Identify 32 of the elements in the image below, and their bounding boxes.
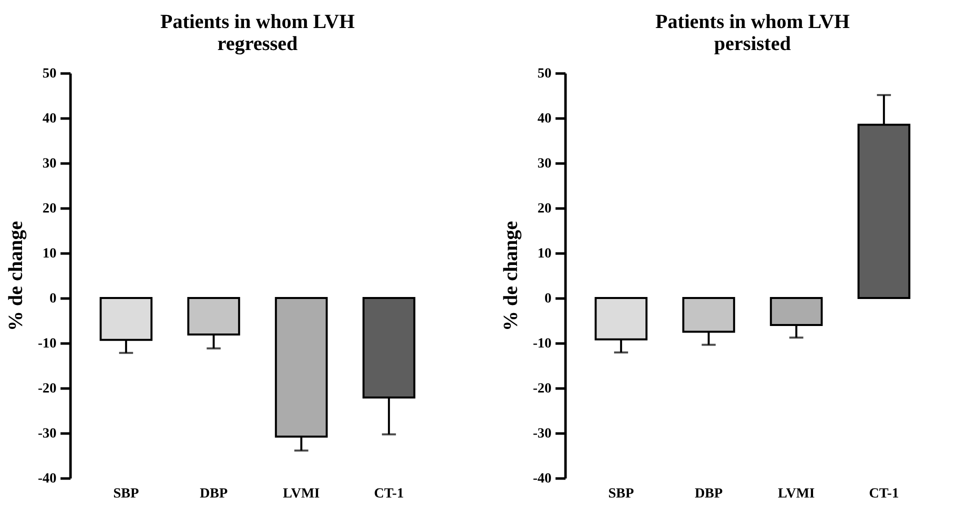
y-axis-title: % de change [500, 220, 522, 331]
y-tick-label: -30 [38, 426, 56, 442]
y-tick-label: -20 [38, 382, 56, 396]
y-tick-label: 50 [42, 66, 56, 82]
x-tick-label: DBP [200, 486, 228, 502]
x-tick-label: LVMI [778, 486, 815, 502]
x-tick-label: SBP [113, 486, 140, 502]
y-tick-label: -20 [532, 382, 552, 396]
x-tick-label: DBP [694, 486, 724, 502]
y-tick-label: -40 [38, 472, 56, 486]
y-tick-label: 10 [538, 246, 552, 262]
y-tick-label: 50 [538, 66, 552, 82]
y-axis-title: % de change [4, 220, 27, 331]
y-tick-label: 30 [538, 156, 552, 172]
x-tick-label: CT-1 [374, 486, 404, 502]
chart-title: Patients in whom LVH regressed [160, 11, 356, 55]
y-tick-label: 0 [50, 292, 56, 306]
x-tick-label: SBP [608, 486, 634, 502]
y-tick-label: -10 [532, 336, 552, 352]
y-tick-label: -30 [532, 426, 552, 442]
y-tick-label: 20 [42, 202, 56, 216]
y-tick-label: 20 [538, 202, 552, 216]
x-tick-label: LVMI [282, 486, 320, 502]
y-tick-label: 10 [42, 246, 56, 262]
chart-title: Patients in whom LVH persisted [655, 11, 850, 55]
y-tick-label: 40 [42, 112, 56, 126]
y-tick-label: 40 [538, 112, 552, 126]
y-tick-label: 30 [42, 156, 56, 172]
y-tick-label: -40 [532, 472, 552, 486]
y-tick-label: 0 [544, 292, 552, 306]
y-tick-label: -10 [38, 336, 56, 352]
x-tick-label: CT-1 [869, 486, 899, 502]
